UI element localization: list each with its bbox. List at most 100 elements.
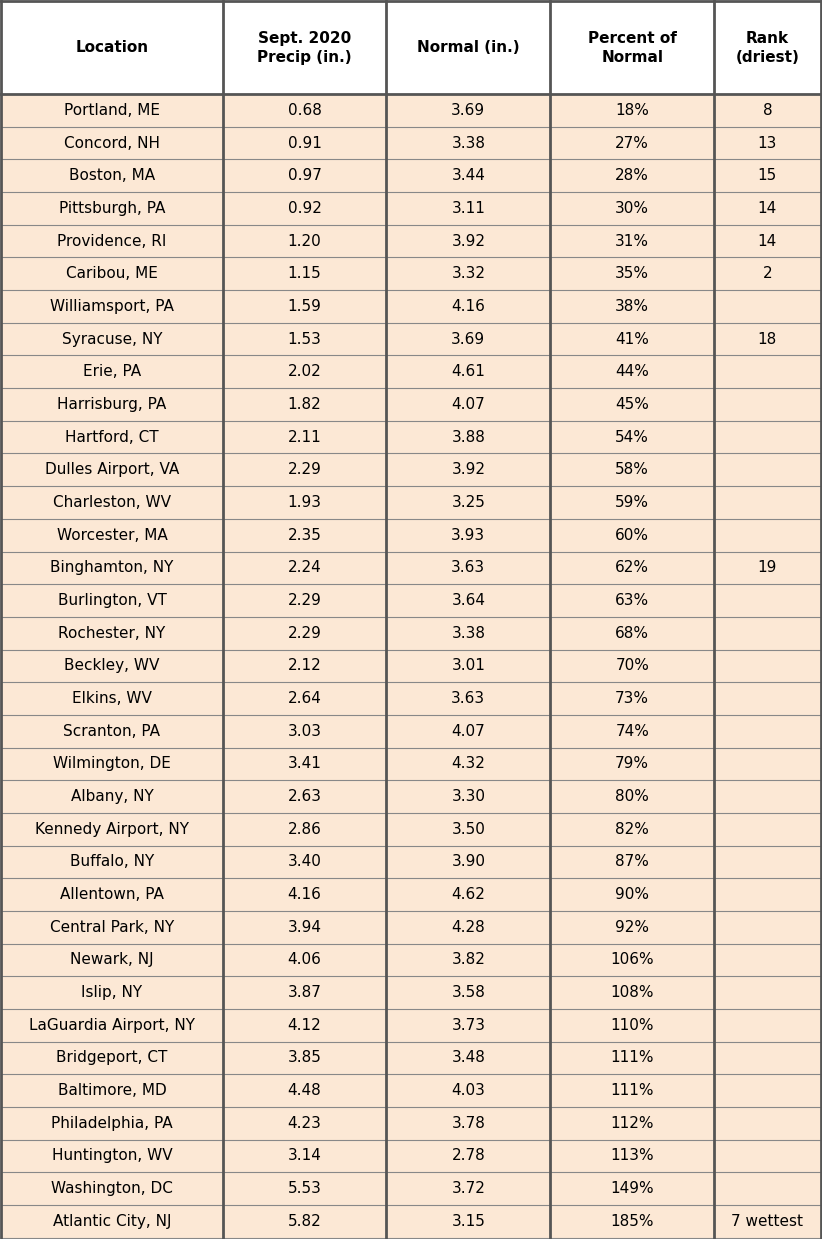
Text: 2.29: 2.29 bbox=[288, 626, 321, 641]
Bar bbox=[2, 126, 820, 160]
Text: 185%: 185% bbox=[611, 1214, 654, 1229]
Text: Percent of
Normal: Percent of Normal bbox=[588, 31, 677, 64]
Text: 28%: 28% bbox=[615, 169, 649, 183]
Text: 2.24: 2.24 bbox=[288, 560, 321, 575]
Text: Caribou, ME: Caribou, ME bbox=[66, 266, 158, 281]
Text: 8: 8 bbox=[763, 103, 772, 118]
Bar bbox=[2, 1, 820, 94]
Text: LaGuardia Airport, NY: LaGuardia Airport, NY bbox=[29, 1017, 195, 1033]
Text: 58%: 58% bbox=[615, 462, 649, 477]
Text: 14: 14 bbox=[758, 201, 777, 216]
Text: Beckley, WV: Beckley, WV bbox=[64, 658, 159, 673]
Text: 3.14: 3.14 bbox=[288, 1149, 321, 1163]
Text: 2: 2 bbox=[763, 266, 772, 281]
Text: 3.38: 3.38 bbox=[451, 626, 485, 641]
Text: Pittsburgh, PA: Pittsburgh, PA bbox=[59, 201, 165, 216]
Bar bbox=[2, 584, 820, 617]
Bar bbox=[2, 813, 820, 845]
Text: 2.02: 2.02 bbox=[288, 364, 321, 379]
Text: 3.73: 3.73 bbox=[451, 1017, 485, 1033]
Text: 4.12: 4.12 bbox=[288, 1017, 321, 1033]
Text: 2.63: 2.63 bbox=[288, 789, 321, 804]
Text: 60%: 60% bbox=[615, 528, 649, 543]
Text: Concord, NH: Concord, NH bbox=[64, 135, 160, 151]
Text: 4.32: 4.32 bbox=[451, 756, 485, 772]
Text: 111%: 111% bbox=[611, 1083, 654, 1098]
Text: 35%: 35% bbox=[615, 266, 649, 281]
Text: 3.44: 3.44 bbox=[451, 169, 485, 183]
Bar bbox=[2, 649, 820, 683]
Text: Buffalo, NY: Buffalo, NY bbox=[70, 855, 154, 870]
Text: 0.92: 0.92 bbox=[288, 201, 321, 216]
Text: 18%: 18% bbox=[615, 103, 649, 118]
Text: 2.86: 2.86 bbox=[288, 821, 321, 836]
Text: 0.97: 0.97 bbox=[288, 169, 321, 183]
Text: 68%: 68% bbox=[615, 626, 649, 641]
Text: 5.53: 5.53 bbox=[288, 1181, 321, 1196]
Text: 3.50: 3.50 bbox=[451, 821, 485, 836]
Bar bbox=[2, 1042, 820, 1074]
Bar bbox=[2, 192, 820, 224]
Text: Burlington, VT: Burlington, VT bbox=[58, 593, 166, 608]
Text: Wilmington, DE: Wilmington, DE bbox=[53, 756, 171, 772]
Text: 3.69: 3.69 bbox=[451, 103, 486, 118]
Text: Charleston, WV: Charleston, WV bbox=[53, 496, 171, 510]
Text: Islip, NY: Islip, NY bbox=[81, 985, 142, 1000]
Text: Sept. 2020
Precip (in.): Sept. 2020 Precip (in.) bbox=[257, 31, 352, 64]
Bar bbox=[2, 94, 820, 126]
Text: 2.35: 2.35 bbox=[288, 528, 321, 543]
Bar bbox=[2, 290, 820, 323]
Text: 3.87: 3.87 bbox=[288, 985, 321, 1000]
Text: 74%: 74% bbox=[615, 724, 649, 738]
Text: 1.59: 1.59 bbox=[288, 299, 321, 313]
Text: 4.61: 4.61 bbox=[451, 364, 485, 379]
Text: Erie, PA: Erie, PA bbox=[83, 364, 141, 379]
Text: 70%: 70% bbox=[615, 658, 649, 673]
Text: 5.82: 5.82 bbox=[288, 1214, 321, 1229]
Text: 4.48: 4.48 bbox=[288, 1083, 321, 1098]
Text: 3.58: 3.58 bbox=[451, 985, 485, 1000]
Text: Bridgeport, CT: Bridgeport, CT bbox=[56, 1051, 168, 1066]
Text: 90%: 90% bbox=[615, 887, 649, 902]
Text: 4.07: 4.07 bbox=[451, 724, 485, 738]
Bar bbox=[2, 911, 820, 944]
Text: 59%: 59% bbox=[615, 496, 649, 510]
Bar bbox=[2, 421, 820, 453]
Bar bbox=[2, 976, 820, 1009]
Text: 149%: 149% bbox=[611, 1181, 654, 1196]
Text: 45%: 45% bbox=[615, 396, 649, 413]
Text: Philadelphia, PA: Philadelphia, PA bbox=[51, 1116, 173, 1131]
Text: Williamsport, PA: Williamsport, PA bbox=[50, 299, 174, 313]
Bar bbox=[2, 845, 820, 878]
Bar bbox=[2, 747, 820, 781]
Text: 19: 19 bbox=[758, 560, 777, 575]
Text: 1.20: 1.20 bbox=[288, 234, 321, 249]
Text: 1.82: 1.82 bbox=[288, 396, 321, 413]
Text: 3.90: 3.90 bbox=[451, 855, 485, 870]
Text: 54%: 54% bbox=[615, 430, 649, 445]
Text: 2.11: 2.11 bbox=[288, 430, 321, 445]
Text: 3.92: 3.92 bbox=[451, 462, 485, 477]
Text: 73%: 73% bbox=[615, 691, 649, 706]
Text: Binghamton, NY: Binghamton, NY bbox=[50, 560, 173, 575]
Bar bbox=[2, 1074, 820, 1106]
Bar bbox=[2, 519, 820, 551]
Bar bbox=[2, 944, 820, 976]
Text: Kennedy Airport, NY: Kennedy Airport, NY bbox=[35, 821, 189, 836]
Bar bbox=[2, 1106, 820, 1140]
Text: 4.07: 4.07 bbox=[451, 396, 485, 413]
Bar bbox=[2, 356, 820, 388]
Text: 112%: 112% bbox=[611, 1116, 654, 1131]
Text: 3.72: 3.72 bbox=[451, 1181, 485, 1196]
Bar bbox=[2, 1009, 820, 1042]
Text: 15: 15 bbox=[758, 169, 777, 183]
Text: 87%: 87% bbox=[615, 855, 649, 870]
Bar bbox=[2, 878, 820, 911]
Text: Albany, NY: Albany, NY bbox=[71, 789, 154, 804]
Text: 3.32: 3.32 bbox=[451, 266, 485, 281]
Text: 3.63: 3.63 bbox=[451, 560, 486, 575]
Text: 38%: 38% bbox=[615, 299, 649, 313]
Bar bbox=[2, 224, 820, 258]
Text: 4.62: 4.62 bbox=[451, 887, 485, 902]
Text: 3.94: 3.94 bbox=[288, 919, 321, 934]
